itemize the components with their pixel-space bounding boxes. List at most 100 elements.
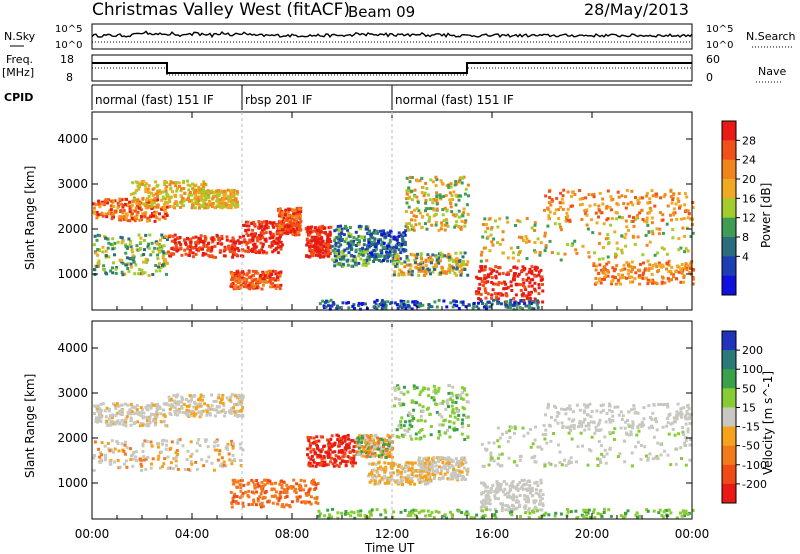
data-cell (504, 504, 508, 507)
data-cell (184, 252, 188, 256)
data-cell (489, 272, 493, 276)
data-cell (129, 265, 133, 269)
data-cell (447, 420, 451, 424)
data-cell (393, 270, 397, 274)
data-cell (369, 233, 373, 237)
data-cell (548, 239, 552, 243)
data-cell (196, 402, 200, 406)
data-cell (557, 208, 561, 212)
data-cell (490, 240, 494, 244)
data-cell (380, 301, 384, 305)
data-cell (250, 247, 254, 251)
data-cell (337, 444, 341, 448)
data-cell (286, 487, 290, 491)
data-cell (276, 276, 279, 279)
data-cell (251, 273, 255, 277)
data-cell (660, 263, 664, 267)
data-cell (98, 205, 102, 209)
data-cell (252, 498, 256, 502)
data-cell (461, 303, 465, 307)
data-cell (425, 407, 429, 411)
data-cell (143, 248, 146, 252)
data-cell (654, 262, 657, 266)
data-cell (368, 480, 372, 484)
data-cell (683, 203, 687, 207)
data-cell (174, 184, 178, 188)
data-cell (144, 190, 148, 194)
data-cell (247, 286, 251, 290)
data-cell (440, 456, 444, 460)
data-cell (254, 277, 258, 281)
data-cell (122, 214, 126, 218)
data-cell (118, 197, 122, 201)
data-cell (296, 221, 300, 225)
data-cell (146, 216, 150, 220)
data-cell (638, 274, 642, 278)
data-cell (392, 471, 395, 475)
data-cell (191, 204, 194, 208)
data-cell (177, 181, 181, 185)
data-cell (413, 461, 417, 465)
data-cell (359, 252, 363, 256)
data-cell (419, 252, 423, 256)
data-cell (155, 415, 159, 419)
data-cell (317, 448, 321, 452)
data-cell (658, 227, 662, 231)
data-cell (315, 230, 319, 234)
data-cell (459, 251, 463, 255)
data-cell (438, 259, 442, 263)
data-cell (187, 253, 191, 257)
data-cell (376, 471, 380, 475)
data-cell (455, 304, 459, 308)
data-cell (272, 269, 275, 273)
data-cell (100, 200, 104, 204)
data-cell (129, 418, 133, 422)
data-cell (518, 220, 522, 224)
data-cell (240, 401, 244, 405)
data-cell (634, 217, 637, 221)
data-cell (93, 234, 97, 238)
data-cell (672, 275, 675, 279)
data-cell (260, 223, 264, 226)
data-cell (426, 387, 430, 391)
data-cell (435, 207, 439, 211)
data-cell (399, 475, 403, 479)
data-cell (302, 500, 306, 504)
data-cell (235, 480, 239, 484)
data-cell (420, 260, 424, 264)
data-cell (314, 253, 318, 257)
data-cell (434, 175, 438, 179)
data-cell (137, 183, 141, 187)
data-cell (121, 273, 125, 277)
data-cell (638, 269, 641, 273)
data-cell (250, 478, 254, 482)
data-cell (260, 287, 264, 291)
data-cell (465, 203, 469, 207)
data-cell (294, 487, 298, 491)
data-cell (316, 454, 320, 457)
data-cell (320, 236, 324, 240)
data-cell (365, 438, 369, 442)
data-cell (527, 270, 531, 274)
data-cell (318, 233, 322, 237)
cpid-segment-label: normal (fast) 151 IF (395, 93, 514, 107)
data-cell (170, 247, 174, 251)
data-cell (234, 253, 238, 257)
data-cell (334, 454, 338, 458)
data-cell (242, 234, 245, 238)
data-cell (231, 192, 235, 196)
data-cell (465, 400, 469, 404)
data-cell (420, 176, 424, 180)
data-cell (331, 450, 335, 454)
data-cell (390, 301, 394, 305)
data-cell (278, 492, 282, 496)
data-cell (103, 200, 107, 204)
data-cell (201, 204, 205, 208)
data-cell (457, 198, 461, 202)
data-cell (101, 402, 105, 406)
data-cell (232, 495, 236, 499)
data-cell (368, 255, 372, 259)
data-cell (106, 246, 110, 250)
data-cell (332, 302, 336, 306)
data-cell (156, 190, 160, 194)
